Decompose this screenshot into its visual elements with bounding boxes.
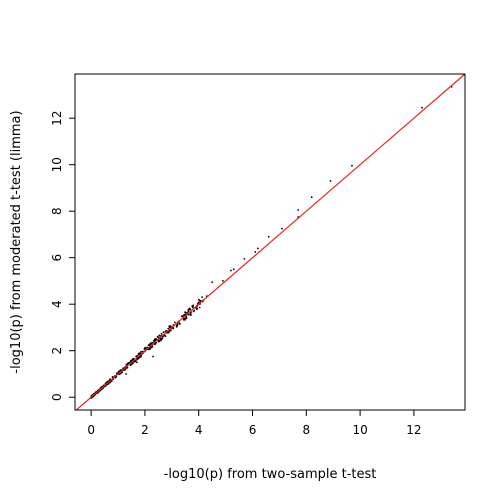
cloud-point [131,362,134,364]
cloud-point [188,309,190,311]
cloud-point [123,369,126,371]
plot-frame [74,73,466,411]
cloud-point [136,358,139,361]
y-tick-label: 4 [50,300,64,308]
x-axis-title: -log10(p) from two-sample t-test [164,467,377,482]
x-axis: 0 2 4 6 8 10 12 [87,410,422,437]
data-point [351,164,353,167]
cloud-point [161,337,164,340]
cloud-point [158,334,161,337]
cloud-point [201,296,204,298]
data-point [197,298,200,301]
cloud-point [174,321,176,324]
y-tick-label: 10 [50,157,64,172]
cloud-point [137,357,140,360]
cloud-point [192,306,194,308]
data-point [281,227,283,230]
data-point [152,355,154,358]
data-point [297,209,300,211]
y-tick-label: 0 [50,393,64,401]
cloud-point [188,307,191,310]
x-tick-label: 0 [87,423,95,437]
data-point [192,304,195,307]
cloud-point [157,336,160,339]
data-point [136,361,138,364]
cloud-point [197,301,200,304]
x-tick-label: 6 [249,423,257,437]
cloud-point [149,342,152,345]
data-point [232,268,235,271]
data-point [222,280,224,282]
cloud-point [140,350,142,353]
cloud-point [162,331,165,334]
data-point [310,196,313,199]
data-point [211,281,214,283]
data-point [267,235,270,238]
cloud-point [167,327,170,330]
cloud-point [184,318,187,321]
data-point [421,106,423,109]
cloud-point [185,312,188,314]
y-tick-label: 6 [50,254,64,262]
cloud-point [169,325,172,327]
x-tick-label: 4 [195,423,203,437]
cloud-point [188,313,190,316]
cloud-point [155,341,158,344]
cloud-point [196,308,198,310]
cloud-point [144,347,147,350]
cloud-point [181,315,184,318]
x-tick-label: 10 [352,423,367,437]
cloud-point [170,329,172,332]
cloud-point [189,312,192,315]
cloud-point [158,340,161,343]
cloud-point [198,306,201,309]
x-tick-label: 12 [406,423,421,437]
cloud-point [193,309,196,312]
y-tick-label: 2 [50,347,64,355]
cloud-point [125,363,128,366]
data-point [160,339,163,342]
y-axis-title: -log10(p) from moderated t-test (limma) [9,110,24,373]
data-point [243,258,246,260]
data-point [125,373,127,375]
data-point [254,251,257,253]
x-tick-label: 8 [302,423,310,437]
y-axis: 0 2 4 6 8 10 12 [50,111,75,401]
reference-line-y-equals-x [75,73,466,411]
cloud-point [176,324,178,327]
cloud-point [160,332,163,335]
data-point [257,247,259,250]
data-point [179,323,181,325]
cloud-point [167,331,170,334]
cloud-point [129,364,132,367]
data-points [125,85,453,375]
cloud-point [154,338,156,341]
y-tick-label: 12 [50,111,64,126]
cloud-point [153,339,155,342]
data-point [230,269,232,272]
x-tick-label: 2 [141,423,149,437]
cloud-point [182,318,185,321]
cloud-point [132,357,135,360]
y-tick-label: 8 [50,207,64,215]
data-point [329,180,332,182]
cloud-point [185,317,187,320]
